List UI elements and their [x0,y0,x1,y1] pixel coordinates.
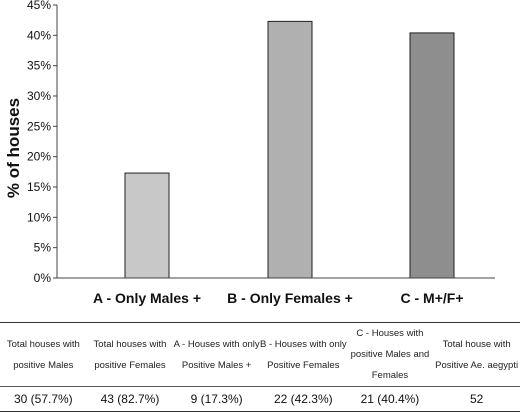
table-value-row: 30 (57.7%) 43 (82.7%) 9 (17.3%) 22 (42.3… [0,386,520,412]
y-tick-label: 5% [34,241,52,255]
value-cell: 30 (57.7%) [13,392,73,406]
header-cell: A - Houses with only Positive Males + [173,338,260,371]
y-tick-label: 45% [27,0,51,12]
bar [409,32,455,279]
y-tick-label: 40% [27,28,51,42]
value-cell: 21 (40.4%) [360,392,420,406]
header-cell: C - Houses with positive Males and Femal… [350,328,430,381]
y-tick-label: 30% [27,89,51,103]
header-cell: B - Houses with only Positive Females [260,338,347,371]
bar-chart: % of houses 0% 5% 10% 15% 20% 25% 30% 35% 40% 45%… [4,0,495,306]
value-cell: 43 (82.7%) [100,392,160,406]
bar [267,20,313,279]
bars [124,20,455,279]
y-tick-label: 25% [27,119,51,133]
x-category-label: A - Only Males + [93,290,201,306]
value-cell: 9 (17.3%) [190,392,243,406]
table-header-row: Total houses with positive Males Total h… [0,322,520,387]
x-category-label: C - M+/F+ [400,290,463,306]
x-category-label: B - Only Females + [227,290,353,306]
y-tick-label: 15% [27,180,51,194]
value-cell: 22 (42.3%) [273,392,333,406]
y-tick-label: 10% [27,210,51,224]
y-tick-label: 20% [27,150,51,164]
x-axis-categories: A - Only Males + B - Only Females + C - M+… [93,290,464,306]
bar [124,172,170,279]
y-tick-label: 0% [34,271,52,285]
y-axis-label: % of houses [4,98,23,198]
y-axis-ticks: 0% 5% 10% 15% 20% 25% 30% 35% 40% 45% [27,0,57,285]
header-cell: Total houses with positive Females [93,338,167,371]
summary-table: Total houses with positive Males Total h… [0,322,520,412]
header-cell: Total houses with positive Males [6,338,80,371]
header-cell: Total house with Positive Ae. aegypti [435,338,519,371]
y-tick-label: 35% [27,59,51,73]
value-cell: 52 [469,392,484,406]
